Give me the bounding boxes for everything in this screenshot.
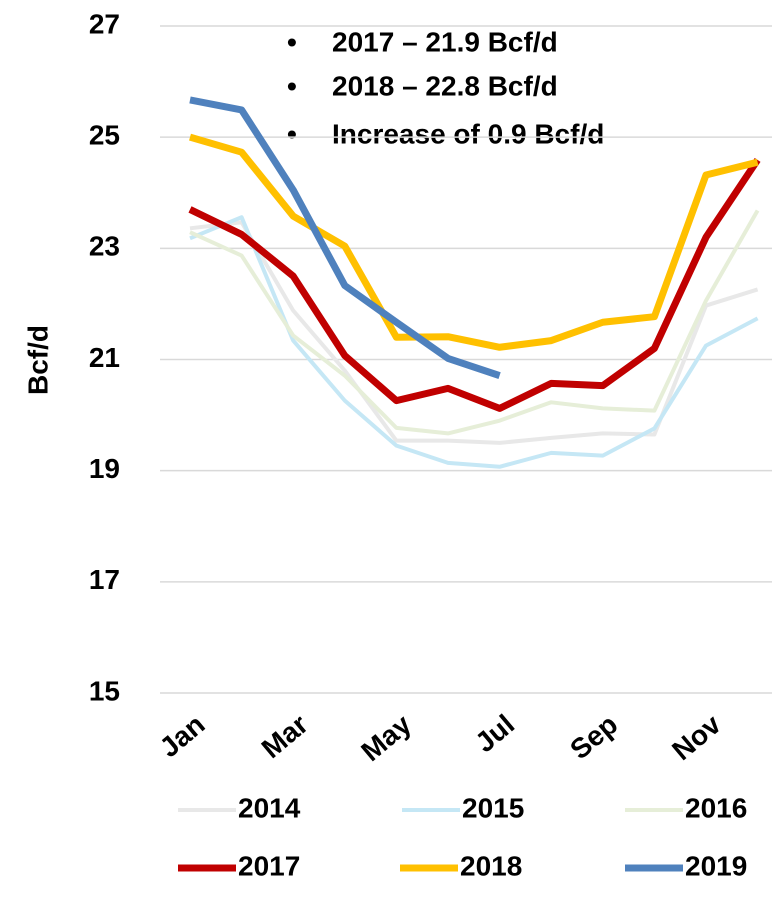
series-line (189, 220, 759, 445)
x-tick-label: Jul (469, 709, 520, 759)
legend-label: 2017 (238, 850, 300, 881)
y-tick-label: 25 (89, 120, 120, 151)
series-line (189, 209, 760, 436)
bullet: • (287, 26, 297, 57)
series-line (189, 96, 501, 379)
annotation: Increase of 0.9 Bcf/d (332, 118, 604, 149)
x-tick-label: Nov (666, 708, 727, 766)
x-tick-label: Sep (564, 709, 623, 766)
annotation-bullets: • • • (287, 26, 297, 149)
bullet: • (287, 70, 297, 101)
series-line (188, 158, 761, 412)
y-tick-label: 27 (89, 8, 120, 39)
annotation: 2017 – 21.9 Bcf/d (332, 26, 558, 57)
legend-label: 2018 (460, 850, 522, 881)
bullet: • (287, 118, 297, 149)
x-tick-label: Mar (256, 708, 314, 764)
legend-label: 2014 (238, 792, 301, 823)
y-tick-label: 17 (89, 564, 120, 595)
y-tick-label: 23 (89, 231, 120, 262)
y-axis-label: Bcf/d (22, 325, 53, 395)
legend-label: 2015 (462, 792, 524, 823)
x-tick-label: Jan (154, 709, 211, 764)
annotation: 2018 – 22.8 Bcf/d (332, 70, 558, 101)
y-tick-label: 21 (89, 342, 120, 373)
x-tick-label: May (355, 708, 417, 767)
legend-label: 2019 (685, 850, 747, 881)
y-tick-label: 19 (89, 453, 120, 484)
legend-label: 2016 (685, 792, 747, 823)
series-line (189, 133, 759, 351)
y-tick-label: 15 (89, 675, 120, 706)
